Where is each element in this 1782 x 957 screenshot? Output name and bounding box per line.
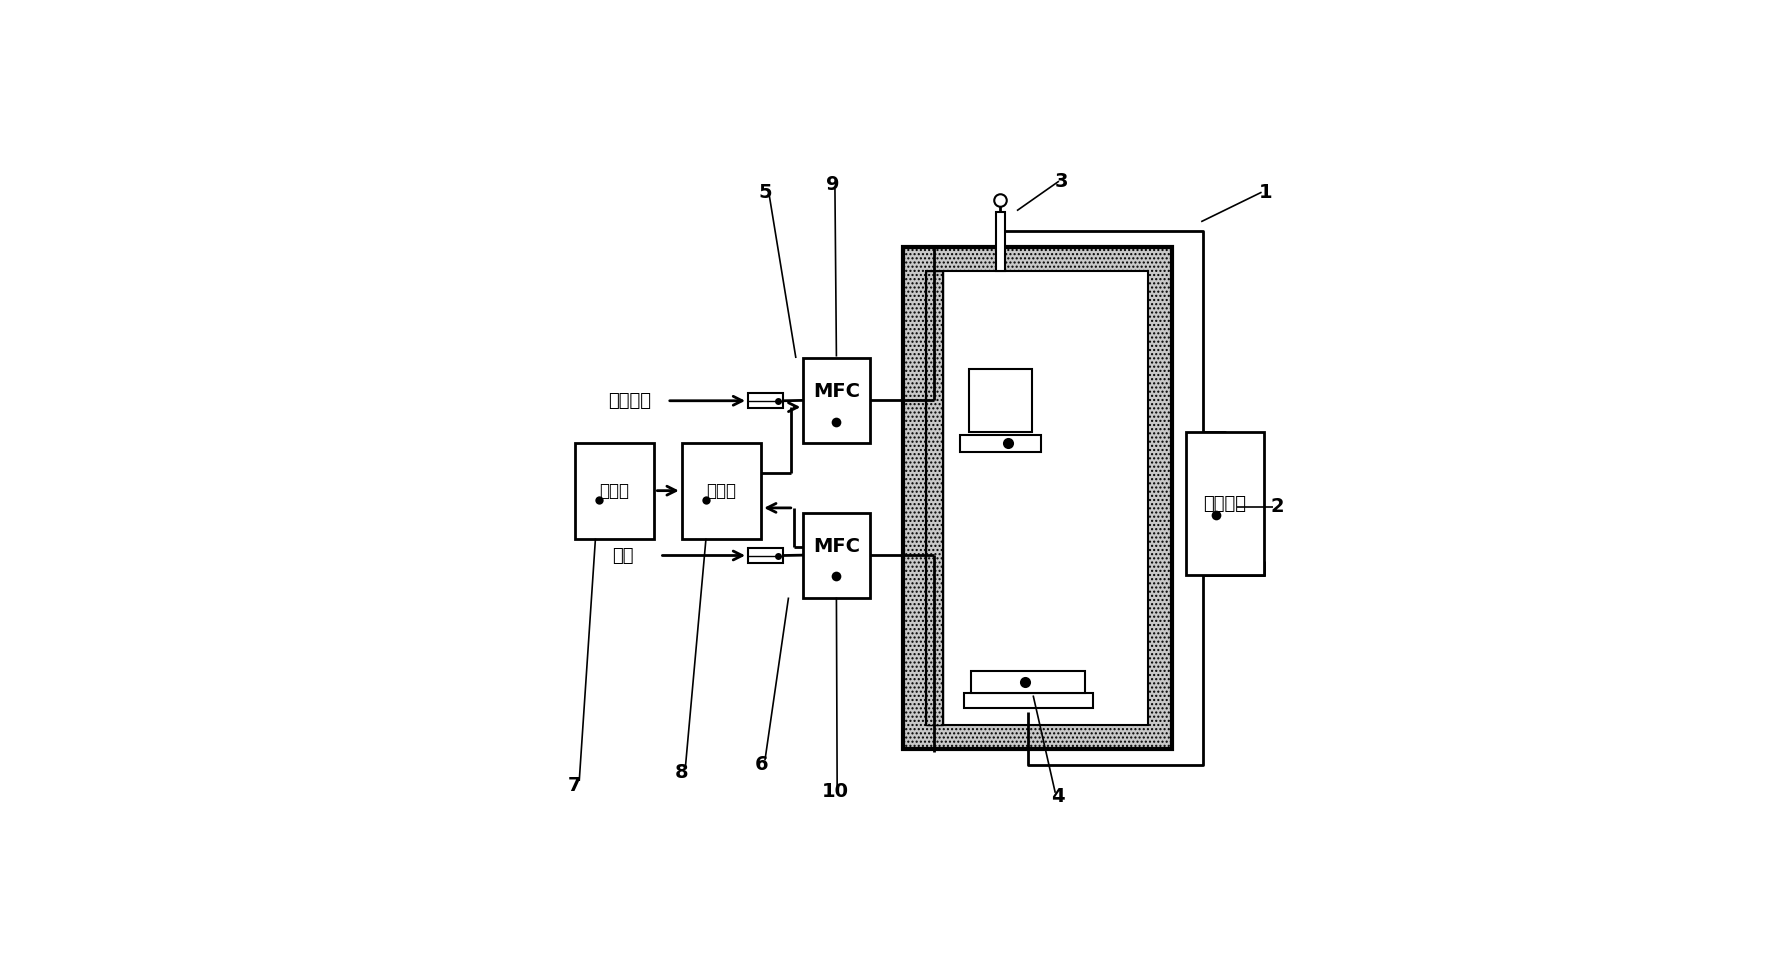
Bar: [748, 393, 782, 408]
Text: 1: 1: [1258, 183, 1272, 202]
Bar: [960, 434, 1041, 453]
Bar: [996, 212, 1005, 271]
Text: 3: 3: [1053, 171, 1067, 190]
Text: 反应气体: 反应气体: [608, 391, 650, 410]
Bar: [964, 693, 1092, 708]
Text: 6: 6: [754, 755, 768, 774]
Text: 4: 4: [1050, 787, 1064, 806]
Bar: [902, 248, 1171, 748]
Bar: [1185, 432, 1263, 575]
Text: MFC: MFC: [813, 383, 859, 401]
Bar: [804, 358, 870, 443]
Bar: [927, 271, 1148, 725]
Bar: [681, 443, 761, 539]
Bar: [971, 671, 1085, 693]
Text: 计算机: 计算机: [599, 481, 629, 500]
Bar: [574, 443, 654, 539]
Bar: [748, 548, 782, 563]
Bar: [927, 271, 943, 725]
Bar: [804, 513, 870, 597]
Text: 载气: 载气: [611, 546, 633, 565]
Text: 溅射电源: 溅射电源: [1203, 495, 1246, 513]
Text: 2: 2: [1269, 498, 1283, 517]
Text: 8: 8: [674, 763, 688, 782]
Text: 5: 5: [757, 183, 772, 202]
Text: 7: 7: [568, 776, 581, 795]
Text: 10: 10: [822, 782, 848, 801]
Text: MFC: MFC: [813, 537, 859, 556]
Text: 9: 9: [825, 175, 839, 194]
Text: 控制器: 控制器: [706, 481, 736, 500]
Bar: [968, 369, 1032, 432]
